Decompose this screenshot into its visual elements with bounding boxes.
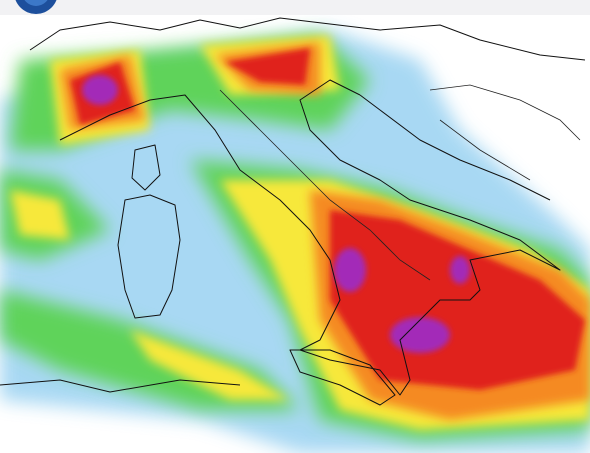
precip-purple — [82, 75, 470, 353]
logo-inner — [24, 0, 48, 6]
header-bar — [0, 0, 590, 15]
logo[interactable] — [14, 0, 58, 14]
coastlines — [0, 17, 586, 406]
